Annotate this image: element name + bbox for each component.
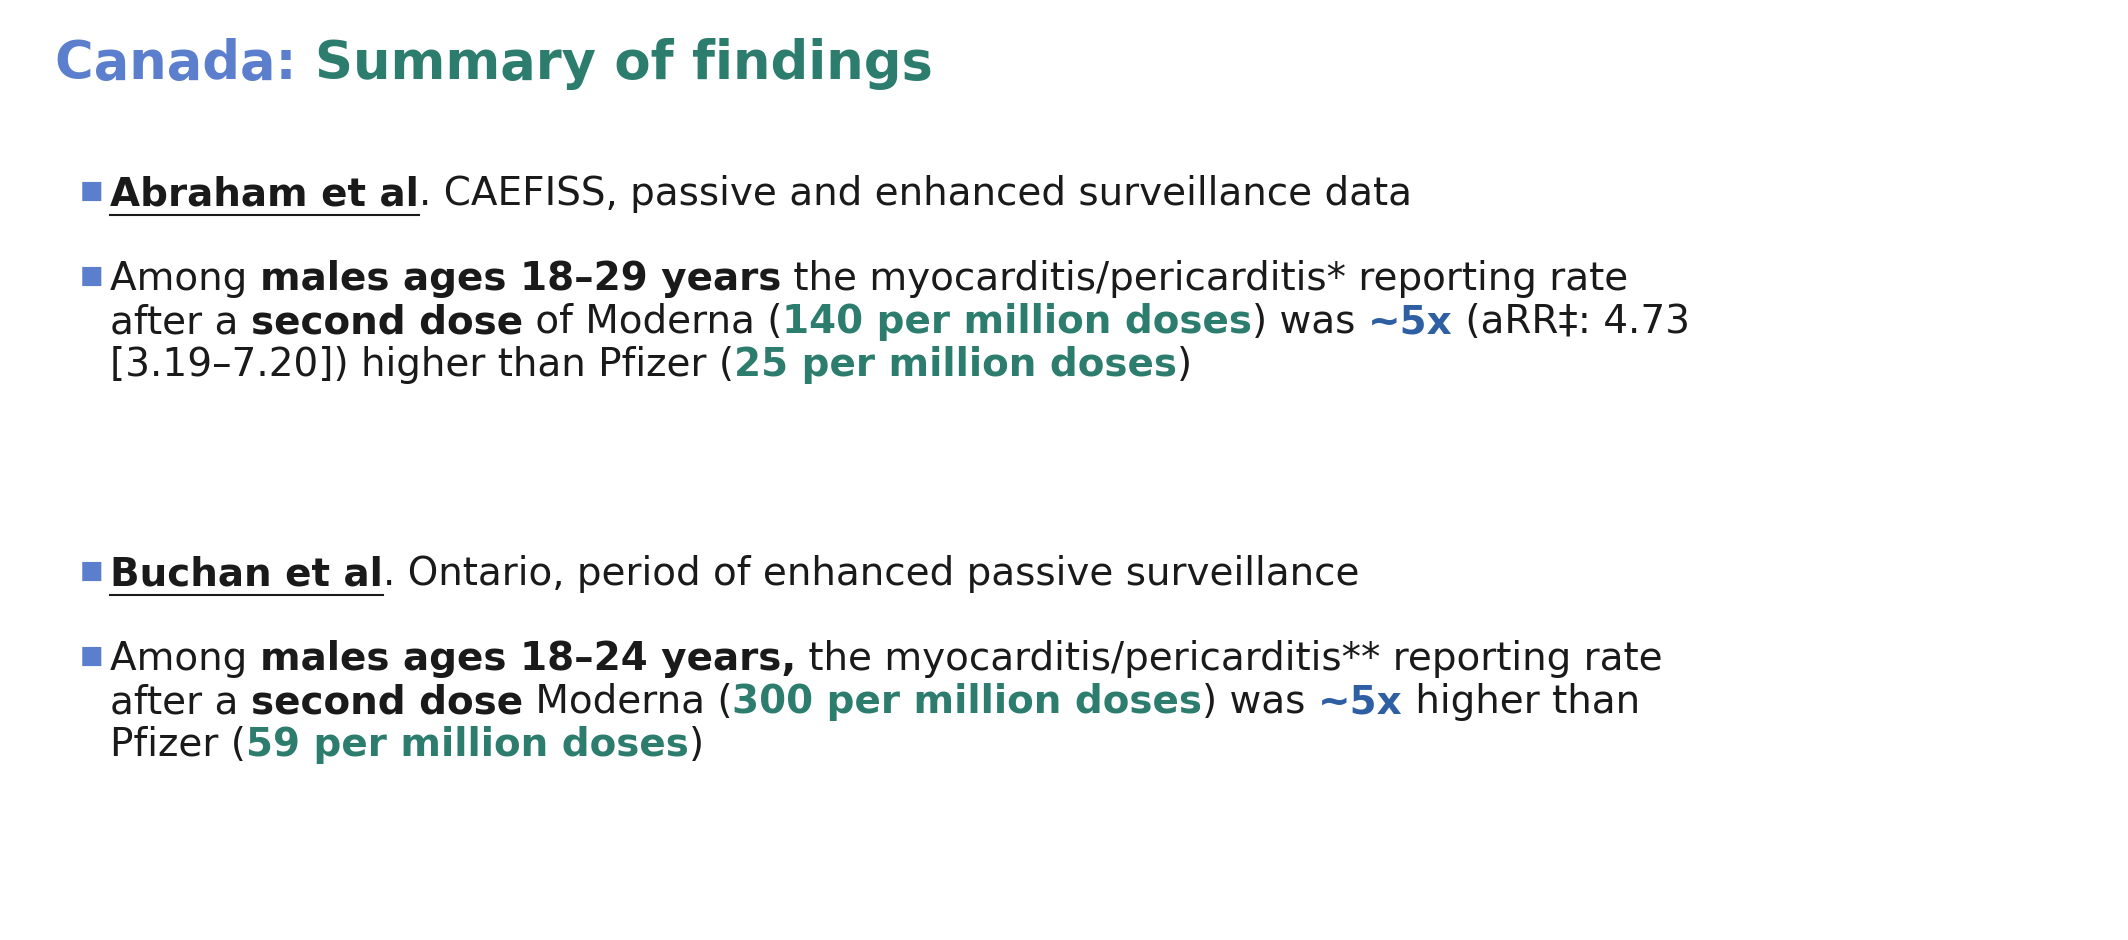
Text: of Moderna (: of Moderna ( [523,303,783,341]
Text: males ages 18–29 years: males ages 18–29 years [260,260,781,298]
Text: the myocarditis/pericarditis** reporting rate: the myocarditis/pericarditis** reporting… [796,640,1662,678]
Text: ): ) [689,726,704,764]
Text: ): ) [1177,346,1192,384]
Text: Buchan et al: Buchan et al [111,555,383,593]
Text: higher than: higher than [1402,683,1641,721]
Text: Canada:: Canada: [55,38,315,90]
Text: ~5x: ~5x [1368,303,1453,341]
Text: ■: ■ [81,559,104,583]
Text: . Ontario, period of enhanced passive surveillance: . Ontario, period of enhanced passive su… [383,555,1360,593]
Text: second dose: second dose [251,303,523,341]
Text: Abraham et al: Abraham et al [111,175,419,213]
Text: [3.19–7.20]) higher than Pfizer (: [3.19–7.20]) higher than Pfizer ( [111,346,734,384]
Text: ■: ■ [81,644,104,668]
Text: 140 per million doses: 140 per million doses [783,303,1251,341]
Text: (aRR‡: 4.73: (aRR‡: 4.73 [1453,303,1690,341]
Text: 59 per million doses: 59 per million doses [247,726,689,764]
Text: 300 per million doses: 300 per million doses [732,683,1202,721]
Text: ■: ■ [81,179,104,203]
Text: Among: Among [111,640,260,678]
Text: Moderna (: Moderna ( [523,683,732,721]
Text: . CAEFISS, passive and enhanced surveillance data: . CAEFISS, passive and enhanced surveill… [419,175,1411,213]
Text: Summary of findings: Summary of findings [315,38,932,90]
Text: after a: after a [111,683,251,721]
Text: the myocarditis/pericarditis* reporting rate: the myocarditis/pericarditis* reporting … [781,260,1628,298]
Text: ) was: ) was [1202,683,1317,721]
Text: second dose: second dose [251,683,523,721]
Text: males ages 18–24 years,: males ages 18–24 years, [260,640,796,678]
Text: Pfizer (: Pfizer ( [111,726,247,764]
Text: ■: ■ [81,264,104,288]
Text: ) was: ) was [1251,303,1368,341]
Text: ~5x: ~5x [1317,683,1402,721]
Text: Among: Among [111,260,260,298]
Text: after a: after a [111,303,251,341]
Text: 25 per million doses: 25 per million doses [734,346,1177,384]
